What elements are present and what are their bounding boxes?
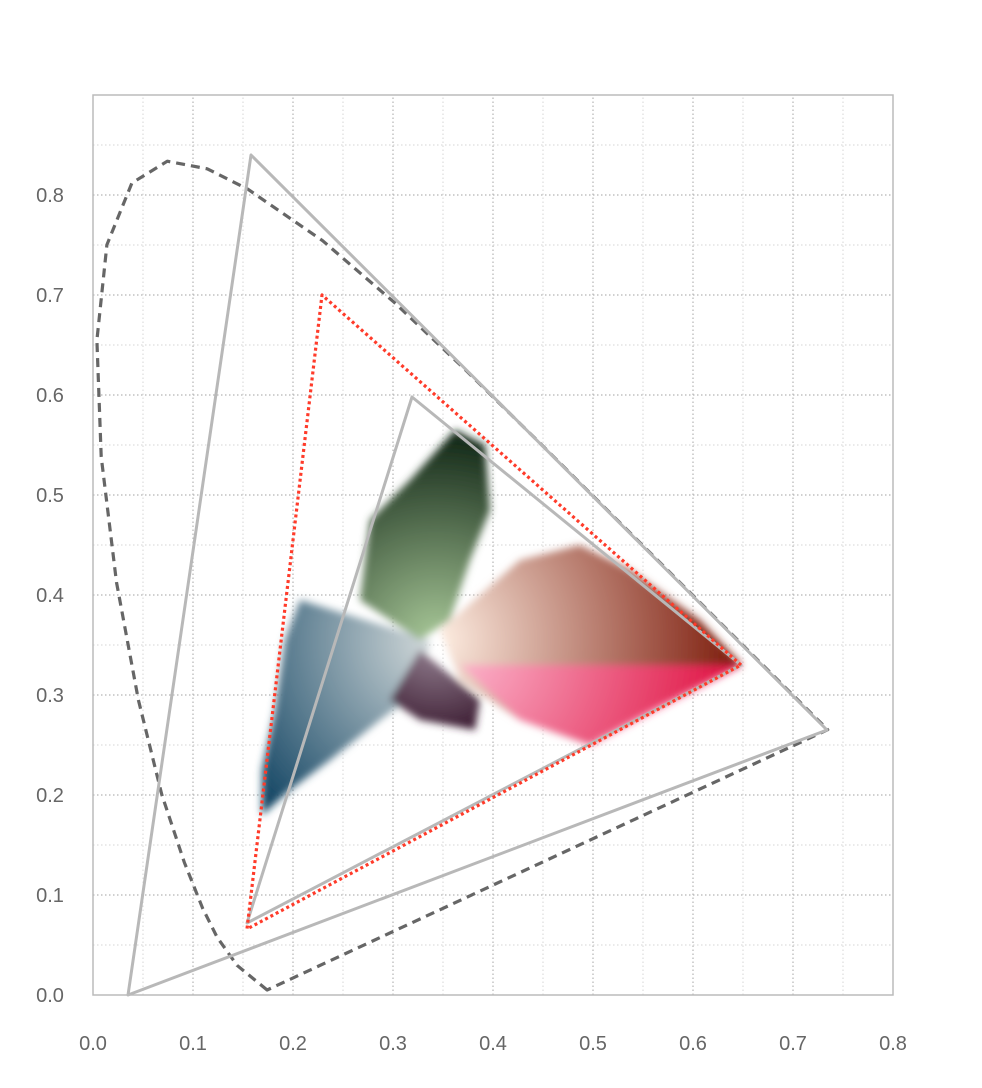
x-tick-label: 0.7 — [779, 1033, 807, 1055]
series-line-dotted — [245, 293, 743, 931]
y-tick-label: 0.0 — [36, 985, 64, 1007]
point-cloud-region — [360, 430, 490, 640]
point-cloud-region — [390, 650, 480, 730]
y-tick-label: 0.5 — [36, 485, 64, 507]
grid — [93, 95, 893, 995]
y-axis: 0.0 0.1 0.2 0.3 0.4 0.5 0.6 0.7 0.8 — [36, 185, 64, 1007]
x-tick-label: 0.6 — [679, 1033, 707, 1055]
x-tick-label: 0.1 — [179, 1033, 207, 1055]
x-tick-label: 0.0 — [79, 1033, 107, 1055]
x-tick-label: 0.3 — [379, 1033, 407, 1055]
y-tick-label: 0.6 — [36, 385, 64, 407]
x-tick-label: 0.4 — [479, 1033, 507, 1055]
x-axis: 0.0 0.1 0.2 0.3 0.4 0.5 0.6 0.7 0.8 — [79, 1033, 907, 1055]
series-line-solid — [126, 153, 829, 997]
y-tick-label: 0.4 — [36, 585, 64, 607]
point-cloud-region — [262, 600, 430, 815]
series-group — [95, 153, 830, 997]
y-tick-label: 0.1 — [36, 885, 64, 907]
point-cloud-region — [460, 665, 742, 745]
plot-frame — [92, 94, 894, 996]
x-tick-label: 0.8 — [879, 1033, 907, 1055]
x-tick-label: 0.5 — [579, 1033, 607, 1055]
series-line-solid — [245, 395, 743, 925]
point-cloud — [262, 430, 742, 815]
x-tick-label: 0.2 — [279, 1033, 307, 1055]
y-tick-label: 0.8 — [36, 185, 64, 207]
y-tick-label: 0.3 — [36, 685, 64, 707]
y-tick-label: 0.2 — [36, 785, 64, 807]
y-tick-label: 0.7 — [36, 285, 64, 307]
